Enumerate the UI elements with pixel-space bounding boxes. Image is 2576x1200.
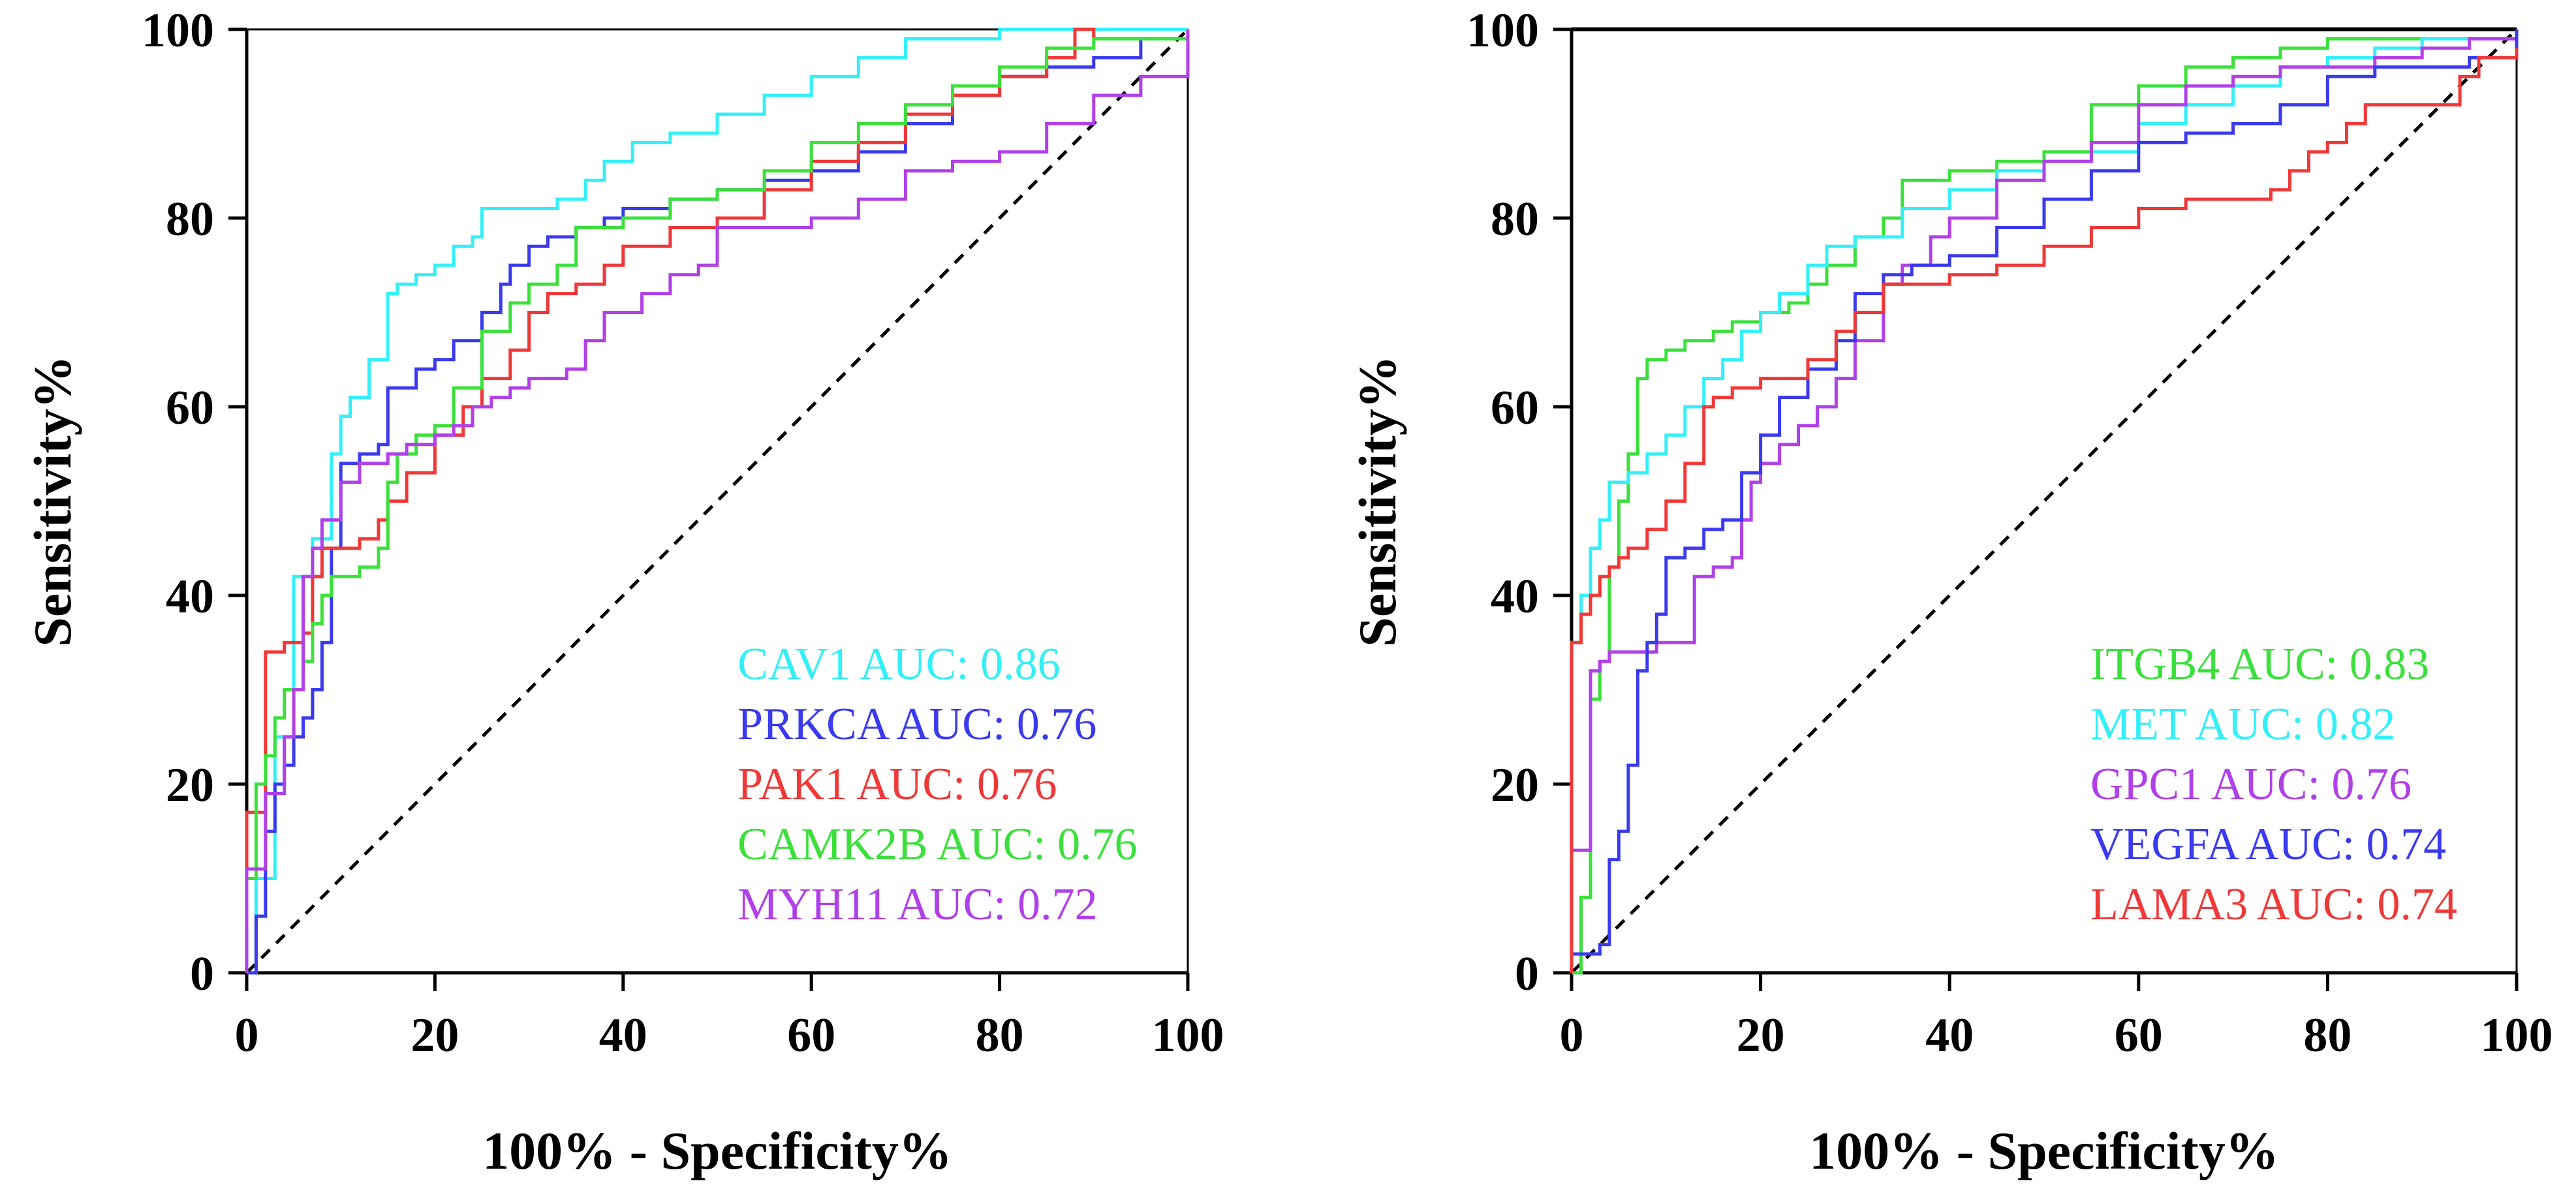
y-tick-label: 80 — [166, 193, 214, 246]
y-axis-title: Sensitivity% — [1348, 355, 1407, 646]
legend-entry-cav1: CAV1 AUC: 0.86 — [737, 639, 1061, 689]
series-line-gpc1 — [1570, 29, 2519, 973]
y-tick-label: 60 — [166, 381, 214, 435]
y-tick-label: 100 — [1466, 4, 1539, 57]
x-axis-title: 100% - Specificity% — [1809, 1121, 2279, 1180]
x-tick-label: 80 — [976, 1009, 1024, 1062]
y-tick-label: 60 — [1491, 381, 1539, 435]
chart-panel-1: 0 20 40 60 80 100 0 20 40 60 80 100 100% - Specifici… — [23, 4, 1224, 1180]
series-line-met — [1570, 29, 2519, 973]
x-tick-label: 40 — [599, 1009, 647, 1062]
series-line-myh11 — [245, 29, 1190, 973]
reference-diagonal-line — [1570, 28, 2518, 974]
x-tick-label: 0 — [1560, 1009, 1584, 1062]
series-line-itgb4 — [1572, 29, 2519, 975]
y-tick-label: 40 — [166, 570, 214, 624]
legend-entry-itgb4: ITGB4 AUC: 0.83 — [2090, 639, 2429, 689]
chart-panel-2: 0 20 40 60 80 100 0 20 40 60 80 100 100% - Specifici… — [1348, 4, 2553, 1180]
x-tick-label: 60 — [787, 1009, 835, 1062]
legend-entry-prkca: PRKCA AUC: 0.76 — [737, 699, 1096, 750]
y-tick-label: 100 — [142, 4, 214, 57]
series-line-pak1 — [245, 27, 1190, 973]
y-tick-label: 20 — [166, 759, 214, 812]
x-tick-label: 100 — [1152, 1009, 1224, 1062]
legend-entry-vegfa: VEGFA AUC: 0.74 — [2090, 819, 2446, 870]
y-tick-label: 20 — [1491, 759, 1539, 812]
x-tick-label: 60 — [2115, 1009, 2163, 1062]
x-tick-label: 0 — [235, 1009, 259, 1062]
legend-entry-camk2b: CAMK2B AUC: 0.76 — [737, 819, 1138, 870]
y-axis-title: Sensitivity% — [23, 355, 82, 646]
x-tick-label: 80 — [2303, 1009, 2351, 1062]
y-tick-label: 0 — [190, 947, 214, 1001]
legend-entry-myh11: MYH11 AUC: 0.72 — [737, 879, 1098, 930]
reference-diagonal-line — [245, 28, 1189, 974]
legend-entry-pak1: PAK1 AUC: 0.76 — [737, 759, 1057, 810]
x-tick-label: 100 — [2481, 1009, 2553, 1062]
series-line-lama3 — [1570, 48, 2519, 973]
y-tick-label: 0 — [1515, 947, 1539, 1001]
legend-entry-lama3: LAMA3 AUC: 0.74 — [2090, 879, 2457, 930]
y-tick-label: 40 — [1491, 570, 1539, 624]
legend-entry-gpc1: GPC1 AUC: 0.76 — [2090, 759, 2412, 810]
x-tick-label: 20 — [411, 1009, 459, 1062]
legend-entry-met: MET AUC: 0.82 — [2090, 699, 2395, 750]
x-tick-label: 40 — [1925, 1009, 1974, 1062]
x-tick-label: 20 — [1737, 1009, 1785, 1062]
x-axis-title: 100% - Specificity% — [482, 1121, 952, 1180]
y-tick-label: 80 — [1491, 193, 1539, 246]
